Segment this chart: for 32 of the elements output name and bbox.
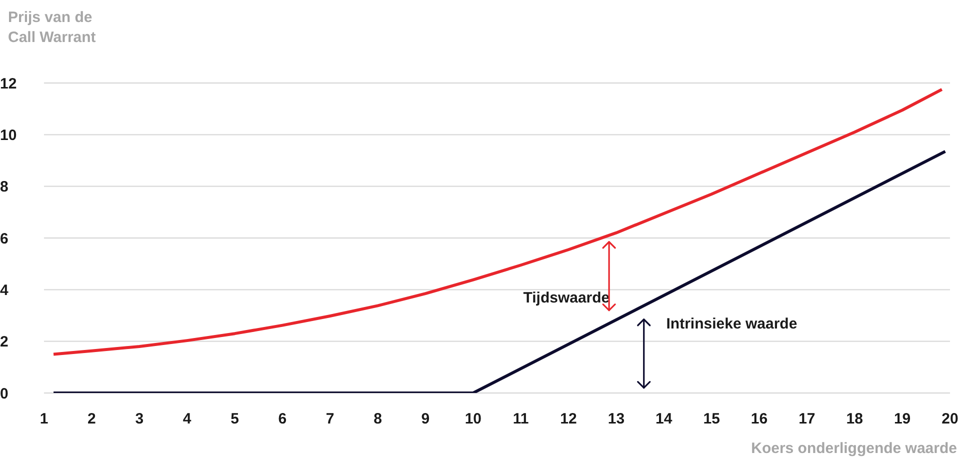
x-tick-label: 6: [278, 410, 287, 428]
y-axis-title: Prijs van de Call Warrant: [8, 9, 96, 46]
x-tick-label: 9: [421, 410, 430, 428]
x-tick-label: 5: [230, 410, 239, 428]
x-axis-title: Koers onderliggende waarde: [751, 440, 957, 457]
x-tick-label: 4: [182, 410, 192, 428]
y-tick-label: 10: [0, 126, 17, 144]
x-tick-label: 12: [560, 410, 577, 428]
y-tick-label: 8: [0, 178, 8, 196]
annotation: Tijdswaarde: [523, 290, 610, 307]
annotation: Intrinsieke waarde: [666, 315, 798, 332]
x-tick-label: 3: [135, 410, 144, 428]
y-tick-label: 4: [0, 282, 9, 299]
x-tick-label: 10: [464, 410, 482, 428]
y-tick-label: 12: [0, 75, 17, 92]
x-tick-label: 14: [656, 410, 673, 428]
x-tick-label: 1: [40, 410, 48, 428]
x-tick-label: 17: [798, 410, 816, 428]
x-tick-label: 15: [703, 410, 720, 428]
x-tick-label: 13: [608, 410, 625, 428]
x-tick-label: 18: [846, 410, 863, 428]
x-tick-label: 20: [942, 410, 958, 428]
x-tick-label: 7: [326, 410, 334, 428]
x-tick-label: 11: [512, 410, 529, 428]
x-tick-label: 16: [750, 410, 768, 428]
x-tick-label: 19: [894, 410, 911, 428]
line-series: [52, 88, 944, 356]
y-tick-label: 0: [0, 385, 8, 402]
x-tick-label: 8: [374, 410, 382, 428]
y-tick-label: 6: [0, 230, 8, 248]
x-tick-label: 2: [88, 410, 96, 428]
y-tick-label: 2: [0, 334, 8, 351]
